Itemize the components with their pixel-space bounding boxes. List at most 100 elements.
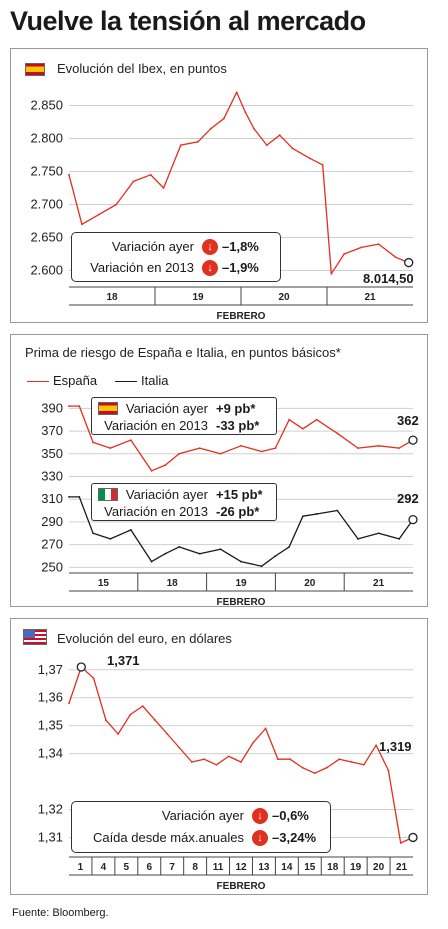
euro-end-marker bbox=[408, 832, 418, 843]
legend-spain: España bbox=[53, 373, 98, 388]
euro-point bbox=[178, 747, 181, 749]
ibex-x-tick-label: 19 bbox=[192, 292, 204, 303]
ibex-label-ayer: Variación ayer bbox=[111, 239, 194, 254]
down-arrow-icon: ↓ bbox=[202, 239, 218, 255]
euro-point bbox=[215, 763, 218, 766]
prima-point bbox=[198, 552, 201, 555]
down-arrow-icon: ↓ bbox=[252, 808, 268, 824]
euro-x-tick-label: 11 bbox=[213, 862, 224, 873]
ibex-point bbox=[321, 164, 324, 166]
euro-x-tick-label: 7 bbox=[169, 862, 175, 873]
euro-point bbox=[350, 761, 353, 763]
ibex-point bbox=[179, 144, 182, 146]
prima-point bbox=[260, 565, 263, 568]
prima-point bbox=[150, 560, 153, 563]
prima-point bbox=[274, 555, 277, 557]
prima-point bbox=[398, 538, 401, 540]
ibex-point bbox=[244, 111, 247, 113]
prima-point bbox=[178, 452, 180, 455]
euro-info-box: Variación ayer ↓ –0,6% Caída desde máx.a… bbox=[71, 801, 331, 853]
prima-italy-box: Variación ayer +15 pb* Variación en 2013… bbox=[91, 483, 277, 521]
legend-italy: Italia bbox=[141, 373, 169, 388]
euro-point bbox=[68, 702, 70, 705]
ibex-point bbox=[265, 144, 268, 146]
ibex-y-tick-label: 2.750 bbox=[30, 164, 63, 179]
prima-point bbox=[68, 496, 70, 498]
euro-y-tick-label: 1,37 bbox=[38, 662, 63, 677]
euro-x-axis-label: FEBRERO bbox=[217, 881, 266, 892]
euro-x-tick-label: 21 bbox=[396, 862, 408, 873]
ibex-point bbox=[278, 134, 281, 137]
prima-point bbox=[219, 452, 222, 455]
euro-point bbox=[301, 766, 304, 769]
ibex-y-tick-label: 2.800 bbox=[30, 131, 63, 146]
euro-point bbox=[117, 733, 120, 735]
prima-panel: Prima de riesgo de España e Italia, en p… bbox=[10, 334, 428, 608]
prima-point bbox=[130, 439, 132, 442]
ibex-point bbox=[81, 223, 83, 226]
eu-us-flag-icon bbox=[23, 629, 47, 645]
ibex-point bbox=[253, 127, 255, 130]
prima-italy-end-label: 292 bbox=[397, 491, 419, 506]
spain-flag-icon bbox=[25, 63, 45, 76]
prima-point bbox=[336, 509, 339, 512]
prima-x-tick-label: 21 bbox=[373, 578, 385, 589]
prima-point bbox=[357, 538, 359, 540]
euro-y-tick-label: 1,32 bbox=[38, 801, 63, 816]
ibex-point bbox=[115, 203, 118, 206]
euro-point bbox=[141, 705, 144, 707]
euro-point bbox=[289, 758, 292, 761]
ibex-point bbox=[330, 272, 333, 275]
ibex-point bbox=[394, 256, 397, 259]
euro-point bbox=[375, 744, 378, 747]
down-arrow-icon: ↓ bbox=[252, 830, 268, 846]
prima-point bbox=[92, 532, 94, 535]
prima-point bbox=[68, 405, 70, 407]
euro-y-tick-label: 1,31 bbox=[38, 829, 63, 844]
prima-point bbox=[377, 532, 380, 535]
legend-spain-line bbox=[27, 381, 49, 382]
euro-point bbox=[166, 733, 169, 735]
euro-point bbox=[338, 758, 341, 761]
ibex-point bbox=[343, 253, 346, 255]
euro-x-tick-label: 5 bbox=[124, 862, 130, 873]
prima-x-tick-label: 15 bbox=[98, 578, 110, 589]
prima-point bbox=[315, 513, 318, 515]
euro-label-caida: Caída desde máx.anuales bbox=[92, 830, 244, 845]
ibex-row-2013: Variación en 2013 ↓ –1,9% bbox=[72, 258, 280, 280]
euro-point bbox=[190, 761, 193, 763]
prima-point bbox=[288, 418, 291, 421]
ibex-panel: Evolución del Ibex, en puntos 2.600 2.650… bbox=[10, 48, 428, 323]
prima-point bbox=[336, 432, 339, 435]
prima-point bbox=[92, 441, 94, 444]
euro-point bbox=[387, 769, 390, 772]
ibex-point bbox=[210, 127, 212, 130]
ibex-point bbox=[360, 246, 363, 249]
euro-x-tick-label: 14 bbox=[281, 862, 293, 873]
euro-x-tick-label: 12 bbox=[235, 862, 247, 873]
euro-point bbox=[313, 772, 316, 775]
prima-spain-box: Variación ayer +9 pb* Variación en 2013 … bbox=[91, 397, 277, 435]
legend-italy-line bbox=[115, 381, 137, 382]
prima-spain-end-label: 362 bbox=[397, 413, 419, 428]
prima-point bbox=[78, 405, 81, 407]
euro-title: Evolución del euro, en dólares bbox=[57, 631, 232, 646]
prima-end-marker bbox=[408, 435, 418, 445]
prima-y-tick-label: 390 bbox=[41, 400, 63, 415]
prima-point bbox=[150, 469, 153, 472]
prima-point bbox=[164, 552, 167, 555]
ibex-point bbox=[98, 213, 100, 216]
euro-x-tick-label: 20 bbox=[373, 862, 385, 873]
euro-max-label: 1,371 bbox=[107, 653, 140, 668]
prima-point bbox=[357, 447, 359, 449]
prima-point bbox=[274, 447, 277, 449]
prima-spain-label-2013: Variación en 2013 bbox=[104, 418, 208, 433]
prima-point bbox=[78, 496, 81, 498]
ibex-y-tick-label: 2.650 bbox=[30, 230, 63, 245]
prima-point bbox=[302, 427, 304, 430]
ibex-point bbox=[377, 243, 380, 246]
prima-point bbox=[302, 515, 304, 518]
source-note: Fuente: Bloomberg. bbox=[12, 907, 109, 919]
prima-x-axis-label: FEBRERO bbox=[217, 597, 266, 608]
ibex-title: Evolución del Ibex, en puntos bbox=[57, 61, 227, 76]
